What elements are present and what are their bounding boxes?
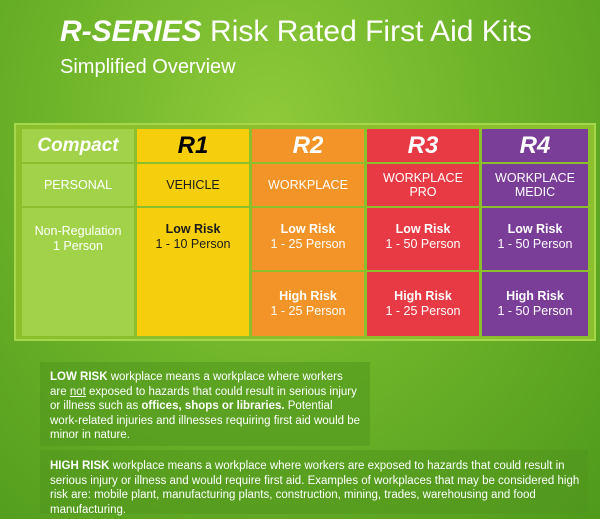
low-risk-term: LOW RISK: [50, 371, 108, 383]
risk-level: High Risk: [279, 289, 337, 303]
kit-comparison-table: Compact PERSONAL Non-Regulation 1 Person…: [14, 123, 596, 341]
high-risk-text: workplace means a workplace where worker…: [50, 460, 580, 516]
low-risk-panel: [40, 362, 370, 446]
low-risk-definition: LOW RISK workplace means a workplace whe…: [50, 370, 362, 443]
cell-text: 1 - 25 Person: [385, 304, 461, 318]
kit-cell: Low Risk 1 - 50 Person: [367, 208, 479, 270]
column-r2: R2 WORKPLACE Low Risk 1 - 25 Person High…: [252, 129, 364, 336]
column-r1: R1 VEHICLE Low Risk 1 - 10 Person: [137, 129, 249, 336]
kit-cell: High Risk 1 - 50 Person: [482, 272, 588, 336]
kit-cell: Low Risk 1 - 10 Person: [137, 208, 249, 336]
kit-cell: Low Risk 1 - 25 Person: [252, 208, 364, 270]
high-risk-panel: [40, 450, 588, 514]
cell-text: Non-Regulation 1 Person: [34, 224, 122, 253]
low-risk-text-2: exposed to hazards that could result in …: [50, 385, 357, 413]
kit-cell: High Risk 1 - 25 Person: [367, 272, 479, 336]
cell-text: 1 - 25 Person: [270, 304, 346, 318]
kit-cell: High Risk 1 - 25 Person: [252, 272, 364, 336]
cell-text: 1 - 25 Person: [270, 237, 346, 251]
low-risk-not: not: [69, 385, 86, 398]
risk-level: Low Risk: [395, 222, 451, 236]
high-risk-definition: HIGH RISK workplace means a workplace wh…: [50, 459, 588, 517]
low-risk-examples: offices, shops or libraries.: [141, 400, 285, 412]
cell-text: 1 - 50 Person: [385, 237, 461, 251]
column-header: R4: [482, 129, 588, 162]
column-category: VEHICLE: [137, 164, 249, 206]
risk-level: High Risk: [506, 289, 564, 303]
cell-text: 1 - 50 Person: [497, 237, 573, 251]
risk-level: Low Risk: [507, 222, 563, 236]
column-header: Compact: [22, 129, 134, 162]
cell-text: 1 - 10 Person: [155, 237, 231, 251]
kit-cell: Non-Regulation 1 Person: [22, 208, 134, 336]
title-text: Risk Rated First Aid Kits: [210, 15, 532, 48]
column-header: R1: [137, 129, 249, 162]
column-category: WORKPLACE: [252, 164, 364, 206]
column-header: R2: [252, 129, 364, 162]
low-risk-text-1: workplace means a workplace where worker…: [50, 371, 343, 398]
high-risk-term: HIGH RISK: [50, 460, 110, 472]
cell-text: 1 - 50 Person: [497, 304, 573, 318]
brand-name: R-SERIES: [60, 15, 202, 48]
column-category: WORKPLACE MEDIC: [482, 164, 588, 206]
column-r4: R4 WORKPLACE MEDIC Low Risk 1 - 50 Perso…: [482, 129, 588, 336]
risk-level: High Risk: [394, 289, 452, 303]
risk-level: Low Risk: [280, 222, 336, 236]
column-compact: Compact PERSONAL Non-Regulation 1 Person: [22, 129, 134, 336]
low-risk-text-3: Potential work-related injuries and illn…: [50, 400, 361, 441]
column-category: WORKPLACE PRO: [367, 164, 479, 206]
kit-cell: Low Risk 1 - 50 Person: [482, 208, 588, 270]
column-r3: R3 WORKPLACE PRO Low Risk 1 - 50 Person …: [367, 129, 479, 336]
header: R-SERIES Risk Rated First Aid Kits Simpl…: [60, 14, 532, 79]
risk-level: Low Risk: [165, 222, 221, 236]
page-subtitle: Simplified Overview: [60, 56, 236, 78]
column-header: R3: [367, 129, 479, 162]
page-title: R-SERIES Risk Rated First Aid Kits: [60, 14, 532, 50]
column-category: PERSONAL: [22, 164, 134, 206]
